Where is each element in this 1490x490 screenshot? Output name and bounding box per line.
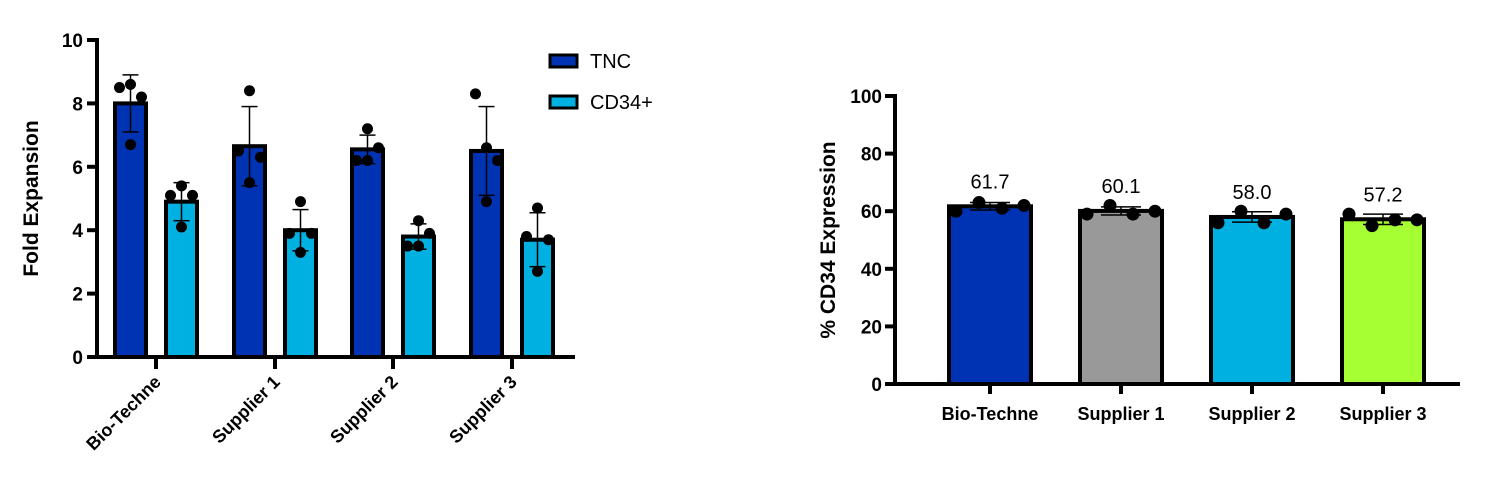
data-point xyxy=(532,202,543,214)
data-point xyxy=(1234,204,1248,218)
data-point xyxy=(1388,213,1402,227)
data-point xyxy=(413,240,424,252)
data-point xyxy=(1148,204,1162,218)
data-point xyxy=(244,177,255,189)
data-point xyxy=(351,154,362,166)
data-label: 61.7 xyxy=(971,171,1010,193)
data-point xyxy=(244,85,255,97)
data-label: 57.2 xyxy=(1364,184,1403,206)
x-tick-label: Supplier 1 xyxy=(1077,404,1164,424)
data-point xyxy=(362,123,373,135)
x-tick-label: Bio-Techne xyxy=(82,372,164,454)
bar xyxy=(1340,217,1426,386)
legend-label: TNC xyxy=(590,51,631,73)
x-tick-label: Supplier 3 xyxy=(445,372,521,448)
data-point xyxy=(1279,207,1293,221)
data-point xyxy=(543,234,554,246)
data-point xyxy=(532,265,543,277)
data-point xyxy=(1126,207,1140,221)
data-point xyxy=(1410,213,1424,227)
bar-CD34+ xyxy=(520,237,555,360)
data-point xyxy=(136,91,147,103)
y-tick-label: 0 xyxy=(871,375,882,396)
data-point xyxy=(187,189,198,201)
data-point xyxy=(176,221,187,233)
data-point xyxy=(1103,198,1117,212)
y-tick-label: 2 xyxy=(72,285,83,306)
data-point xyxy=(114,82,125,94)
data-point xyxy=(306,227,317,239)
x-tick-label: Supplier 2 xyxy=(326,372,402,448)
data-point xyxy=(165,189,176,201)
data-point xyxy=(284,227,295,239)
y-tick-label: 4 xyxy=(72,221,83,242)
y-tick-label: 100 xyxy=(850,87,882,108)
data-point xyxy=(373,142,384,154)
data-point xyxy=(125,139,136,151)
data-point xyxy=(1017,198,1031,212)
y-tick-label: 0 xyxy=(72,348,83,369)
data-point xyxy=(1365,219,1379,233)
x-tick-label: Supplier 3 xyxy=(1339,404,1426,424)
bar-TNC xyxy=(232,144,267,359)
data-label: 60.1 xyxy=(1102,176,1141,198)
data-point xyxy=(972,196,986,210)
data-point xyxy=(481,196,492,208)
bar xyxy=(947,204,1033,386)
y-axis-label: % CD34 Expression xyxy=(817,141,840,338)
legend-swatch xyxy=(548,53,579,69)
y-tick-label: 20 xyxy=(861,317,882,338)
data-point xyxy=(176,180,187,192)
data-point xyxy=(413,215,424,227)
data-point xyxy=(125,78,136,90)
y-tick-label: 60 xyxy=(861,202,882,223)
data-point xyxy=(1211,216,1225,230)
y-tick-label: 80 xyxy=(861,145,882,166)
data-point xyxy=(1257,216,1271,230)
data-point xyxy=(424,227,435,239)
data-point xyxy=(492,154,503,166)
y-tick-label: 40 xyxy=(861,260,882,281)
data-point xyxy=(521,231,532,243)
data-point xyxy=(295,196,306,208)
data-point xyxy=(949,204,963,218)
legend-label: CD34+ xyxy=(590,92,653,114)
data-point xyxy=(481,142,492,154)
data-point xyxy=(295,246,306,258)
y-axis-label: Fold Expansion xyxy=(20,120,43,276)
data-point xyxy=(1080,207,1094,221)
y-tick-label: 10 xyxy=(62,31,83,52)
bar xyxy=(1209,214,1295,386)
data-point xyxy=(233,145,244,157)
data-point xyxy=(1342,207,1356,221)
x-tick-label: Supplier 1 xyxy=(208,372,284,448)
x-tick-label: Bio-Techne xyxy=(942,404,1039,424)
bar-CD34+ xyxy=(401,234,436,359)
bar-TNC xyxy=(350,147,385,359)
y-tick-label: 6 xyxy=(72,158,83,179)
data-point xyxy=(470,88,481,100)
data-point xyxy=(402,240,413,252)
y-tick-label: 8 xyxy=(72,94,83,115)
data-point xyxy=(362,154,373,166)
data-point xyxy=(995,201,1009,215)
legend-swatch xyxy=(548,94,579,110)
data-label: 58.0 xyxy=(1233,182,1272,204)
x-tick-label: Supplier 2 xyxy=(1208,404,1295,424)
bar xyxy=(1078,208,1164,386)
data-point xyxy=(255,151,266,163)
